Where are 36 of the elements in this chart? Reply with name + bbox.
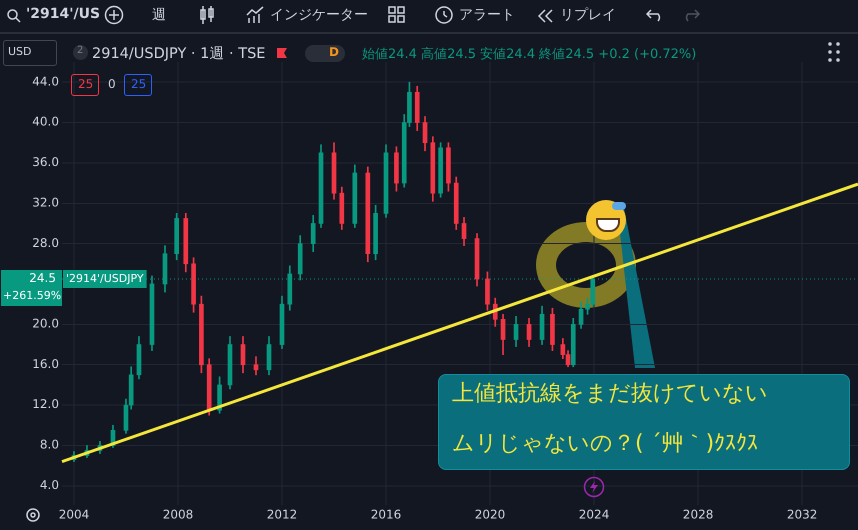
annotation: 上値抵抗線をまだ抜けていない [452,380,768,408]
annotation: 0 [108,77,116,91]
x-tick-label: 2028 [682,507,714,522]
annotation: 25 [131,77,146,91]
y-tick-label: 12.0 [32,397,59,412]
y-tick-label: 16.0 [32,356,59,371]
text: 2 [77,45,84,56]
y-tick-label: 32.0 [32,195,59,210]
y-tick-label: 8.0 [40,438,59,452]
y-tick-label: 28.0 [32,236,59,250]
text: アラート [459,6,515,24]
text: USD [8,45,32,58]
x-tick-label: 2016 [370,507,402,522]
y-tick-label: 40.0 [32,114,59,129]
x-tick-label: 2004 [58,507,90,522]
annotation: 25 [78,77,94,91]
x-tick-label: 2012 [266,507,298,522]
annotation: 始値24.4 高値24.5 安値24.4 終値24.5 +0.2 (+0.72%) [362,46,696,63]
annotation: ムリじゃないの？( ´艸｀)ｸｽｸｽ [452,430,758,458]
y-tick-label: 44.0 [32,74,59,88]
chart-title: 2914/USDJPY · 1週 · TSE [92,45,266,63]
text: +261.59% [3,288,62,302]
text: '2914'/US [26,6,100,22]
text: リプレイ [560,6,616,24]
x-tick-label: 2020 [474,507,506,522]
x-tick-label: 2008 [162,507,194,522]
text: D [329,45,339,59]
x-tick-label: 2024 [578,507,610,522]
text: 24.5 [29,271,56,286]
ref-line-label: '2914'/USDJPY [66,272,144,285]
text: インジケーター [270,6,368,24]
y-tick-label: 4.0 [40,478,59,492]
x-tick-label: 2032 [786,507,818,522]
text: 週 [152,6,166,24]
y-tick-label: 36.0 [32,155,59,170]
y-tick-label: 20.0 [32,316,59,330]
